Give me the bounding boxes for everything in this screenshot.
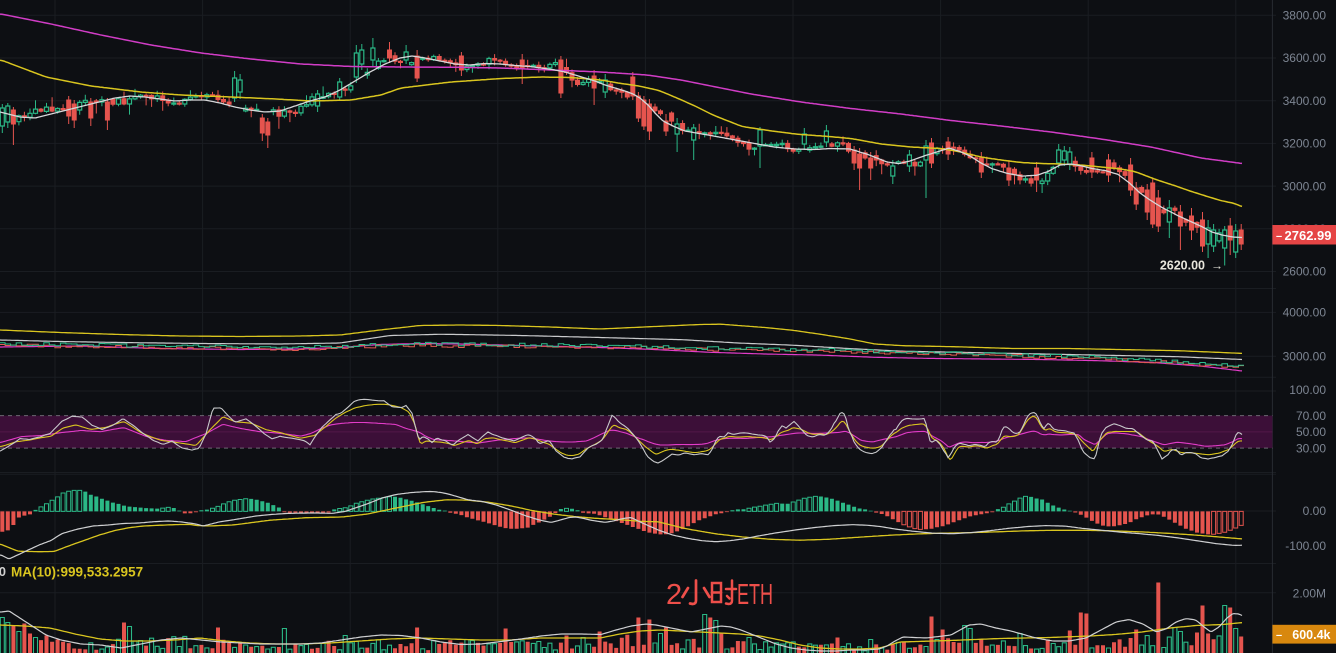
svg-text:4000.00: 4000.00: [1283, 306, 1327, 320]
svg-text:–: –: [1276, 630, 1282, 642]
svg-text:30.00: 30.00: [1296, 441, 1326, 455]
svg-text:2762.99: 2762.99: [1285, 228, 1332, 243]
svg-text:2620.00: 2620.00: [1160, 258, 1205, 272]
svg-text:MA(10):999,533.2957: MA(10):999,533.2957: [11, 565, 143, 580]
svg-text:2: 2: [666, 579, 682, 611]
svg-text:2.00M: 2.00M: [1293, 587, 1326, 601]
svg-text:-100.00: -100.00: [1285, 539, 1326, 553]
svg-text:3000.00: 3000.00: [1283, 349, 1327, 363]
svg-text:600.4k: 600.4k: [1292, 628, 1330, 642]
svg-text:2600.00: 2600.00: [1283, 265, 1327, 279]
svg-text:100.00: 100.00: [1289, 383, 1326, 397]
svg-text:70.00: 70.00: [1296, 409, 1326, 423]
svg-text:50.00: 50.00: [1296, 425, 1326, 439]
svg-text:3400.00: 3400.00: [1283, 94, 1327, 108]
svg-text:3000.00: 3000.00: [1283, 179, 1327, 193]
svg-text:0.00: 0.00: [1303, 504, 1327, 518]
svg-text:–: –: [1276, 230, 1282, 242]
svg-text:ETH: ETH: [737, 579, 773, 611]
svg-text:→: →: [1211, 258, 1223, 272]
svg-text:3600.00: 3600.00: [1283, 51, 1327, 65]
svg-text:3800.00: 3800.00: [1283, 9, 1327, 23]
svg-text:0: 0: [0, 564, 6, 579]
svg-text:3200.00: 3200.00: [1283, 137, 1327, 151]
